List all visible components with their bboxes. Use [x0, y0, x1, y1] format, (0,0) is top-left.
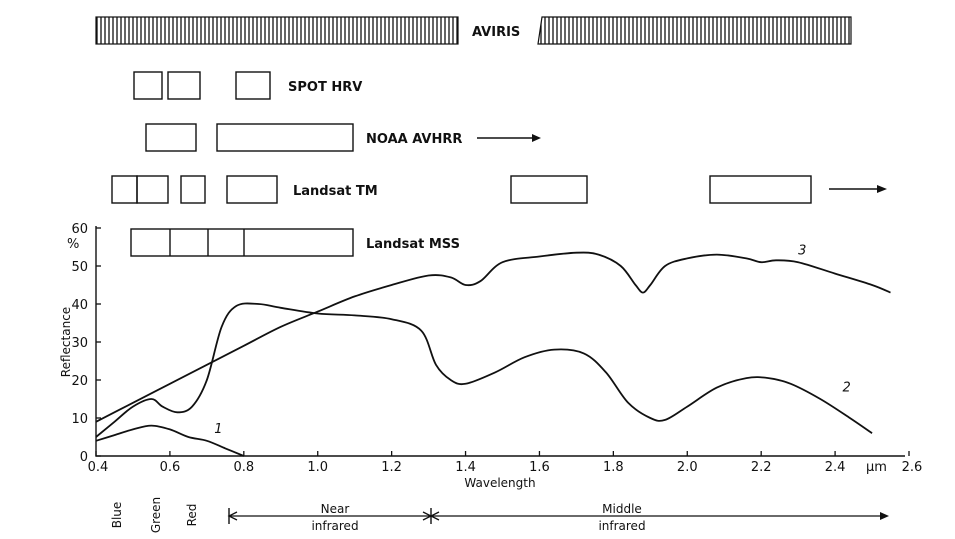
spot-band-1 [133, 71, 163, 100]
y-tick-label: 20 [71, 374, 88, 389]
y-tick-label: 60 [71, 222, 88, 237]
y-tick-label: 40 [71, 298, 88, 313]
aviris-band-right [537, 16, 852, 45]
y-tick-label: 50 [71, 260, 88, 275]
tm-band-3 [180, 175, 206, 204]
x-tick-label: 2.0 [677, 460, 698, 475]
y-tick-label: 30 [71, 336, 88, 351]
tm-band-7 [709, 175, 812, 204]
middle-ir-right-arrow-icon [880, 512, 889, 520]
curve-1 [95, 424, 245, 457]
y-tick-label: 0 [80, 450, 88, 465]
tm-band-4 [226, 175, 278, 204]
noaa-band-1 [145, 123, 197, 152]
y-axis-label: Reflectance [59, 307, 73, 377]
curve-2 [95, 302, 873, 438]
x-tick-label: 2.2 [751, 460, 772, 475]
axis-ticks: 0.4 0.6 0.8 1.0 1.2 1.4 1.6 1.8 2.0 2.2 2.4 2.6 0 10 2… [71, 222, 922, 475]
tm-band-5 [510, 175, 588, 204]
region-green: Green [149, 497, 163, 533]
near-ir-label-1: Near [321, 502, 350, 516]
curve-3 [95, 251, 891, 423]
curve-label-2: 2 [842, 380, 850, 395]
noaa-label: NOAA AVHRR [366, 132, 462, 147]
mss-band-group [130, 228, 354, 257]
region-red: Red [185, 504, 199, 527]
x-tick-label: 1.2 [381, 460, 402, 475]
noaa-band-2 [216, 123, 354, 152]
aviris-label: AVIRIS [472, 25, 520, 40]
curve-label-1: 1 [214, 422, 222, 437]
x-tick-label: 0.6 [160, 460, 181, 475]
landsat-tm-label: Landsat TM [293, 184, 378, 199]
tm-band-1 [111, 175, 138, 204]
x-tick-label: 0.4 [88, 460, 109, 475]
near-ir-left-arrow-icon [227, 511, 238, 521]
y-unit-label: % [67, 237, 79, 252]
middle-ir-label-2: infrared [598, 519, 645, 533]
x-tick-label: 1.6 [529, 460, 550, 475]
y-tick-label: 10 [71, 412, 88, 427]
spot-band-2 [167, 71, 201, 100]
curve-label-3: 3 [798, 244, 806, 259]
spot-label: SPOT HRV [288, 80, 362, 95]
aviris-band-left [95, 16, 459, 45]
x-tick-label: 1.0 [307, 460, 328, 475]
x-tick-label: 2.6 [902, 460, 923, 475]
region-blue: Blue [110, 502, 124, 529]
x-tick-label: 1.4 [455, 460, 476, 475]
tm-band-2 [136, 175, 169, 204]
middle-ir-label-1: Middle [602, 502, 642, 516]
near-ir-label-2: infrared [311, 519, 358, 533]
x-tick-label: 2.4 [825, 460, 846, 475]
x-tick-label: 1.8 [603, 460, 624, 475]
noaa-arrowhead-icon [532, 134, 541, 142]
x-tick-label: 0.8 [233, 460, 254, 475]
x-unit-label: μm [866, 460, 887, 475]
landsat-mss-label: Landsat MSS [366, 237, 460, 252]
tm-arrowhead-icon [877, 185, 887, 193]
spot-band-3 [235, 71, 271, 100]
middle-ir-left-arrow-icon [429, 511, 440, 521]
curves: 1 2 3 [95, 244, 891, 457]
x-axis-label: Wavelength [464, 476, 535, 490]
